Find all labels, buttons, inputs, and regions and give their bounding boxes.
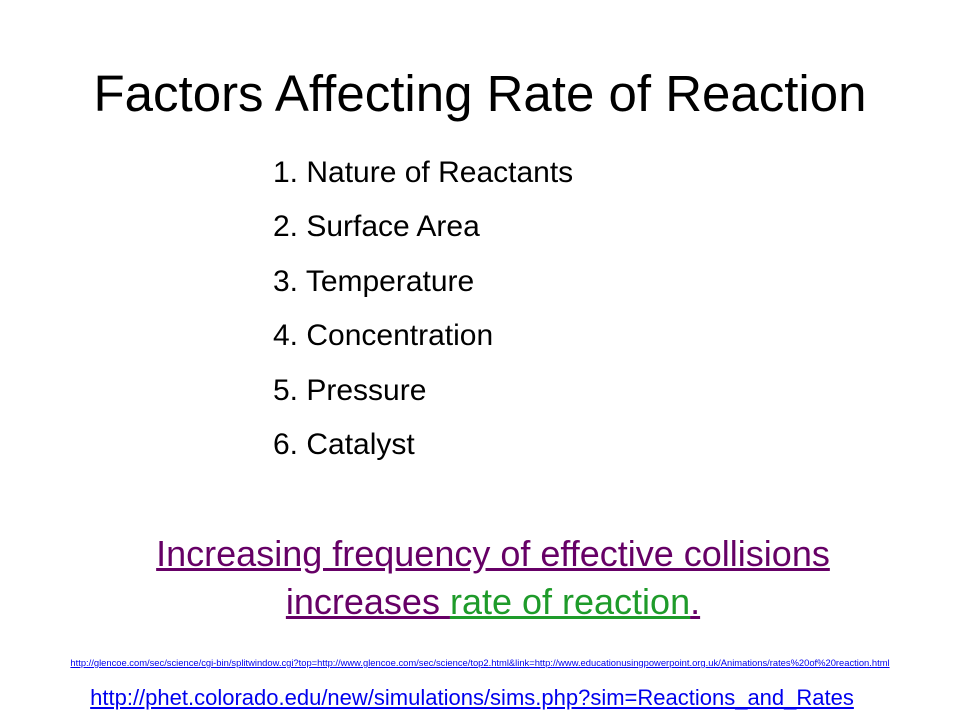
- statement-link-period[interactable]: .: [690, 581, 701, 622]
- statement-link-increases[interactable]: increases: [285, 581, 450, 622]
- factor-item: 2. Surface Area: [273, 210, 480, 244]
- glencoe-link[interactable]: http://glencoe.com/sec/science/cgi-bin/s…: [70, 657, 890, 668]
- factor-item: 4. Concentration: [273, 319, 494, 353]
- statement-link-line1[interactable]: Increasing frequency of effective collis…: [156, 533, 830, 574]
- collisions-statement: Increasing frequency of effective collis…: [60, 530, 926, 626]
- factor-item: 5. Pressure: [273, 373, 427, 407]
- factor-item: 3. Temperature: [273, 264, 475, 298]
- factor-item: 6. Catalyst: [273, 427, 415, 461]
- rate-of-reaction-link[interactable]: rate of reaction: [449, 581, 691, 622]
- phet-link[interactable]: http://phet.colorado.edu/new/simulations…: [90, 685, 854, 710]
- factors-list: 1. Nature of Reactants 2. Surface Area 3…: [273, 146, 573, 472]
- slide-title: Factors Affecting Rate of Reaction: [93, 65, 867, 122]
- factor-item: 1. Nature of Reactants: [273, 156, 574, 189]
